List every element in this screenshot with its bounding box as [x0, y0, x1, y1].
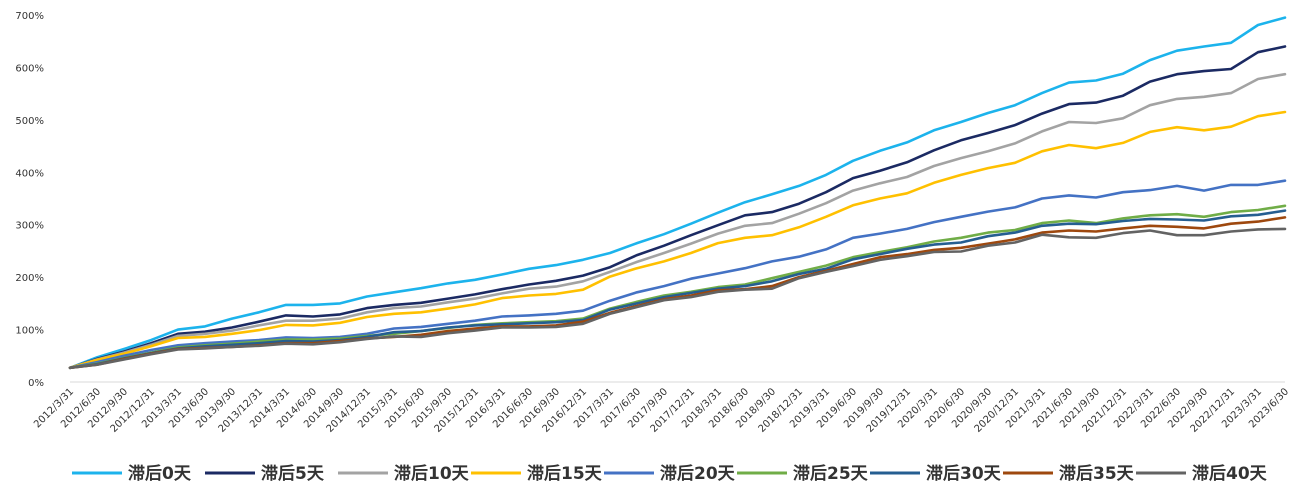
legend-label-7: 滞后35天 — [1059, 464, 1135, 484]
series-line-8 — [68, 227, 1287, 370]
legend-label-3: 滞后15天 — [527, 464, 603, 484]
y-axis: 0% 100% 200% 300% 400% 500% 600% 700% — [15, 11, 44, 389]
x-axis: 2012/3/312012/6/302012/9/302012/12/31201… — [32, 381, 1291, 435]
legend-label-8: 滞后40天 — [1192, 464, 1268, 484]
legend-label-4: 滞后20天 — [660, 464, 736, 484]
series-line-4 — [68, 179, 1287, 370]
legend-label-2: 滞后10天 — [394, 464, 470, 484]
series-line-2 — [68, 72, 1287, 370]
y-tick-label: 0% — [28, 378, 44, 389]
series-line-5 — [68, 204, 1287, 370]
legend-label-5: 滞后25天 — [793, 464, 869, 484]
y-tick-label: 400% — [15, 168, 44, 179]
series-line-0 — [68, 16, 1287, 370]
y-tick-label: 200% — [15, 273, 44, 284]
y-tick-label: 100% — [15, 326, 44, 337]
series-line-6 — [68, 209, 1287, 370]
y-tick-label: 700% — [15, 11, 44, 22]
series-line-3 — [68, 110, 1287, 370]
y-tick-label: 500% — [15, 116, 44, 127]
legend-label-1: 滞后5天 — [261, 464, 325, 484]
series-line-1 — [68, 45, 1287, 370]
series-lines — [68, 16, 1287, 370]
legend-label-0: 滞后0天 — [128, 464, 192, 484]
legend-label-6: 滞后30天 — [926, 464, 1002, 484]
y-tick-label: 600% — [15, 63, 44, 74]
legend: 滞后0天 滞后5天 滞后10天 滞后15天 滞后20天 滞后25天 滞后30天 滞后35天 滞后… — [72, 464, 1268, 484]
y-tick-label: 300% — [15, 221, 44, 232]
